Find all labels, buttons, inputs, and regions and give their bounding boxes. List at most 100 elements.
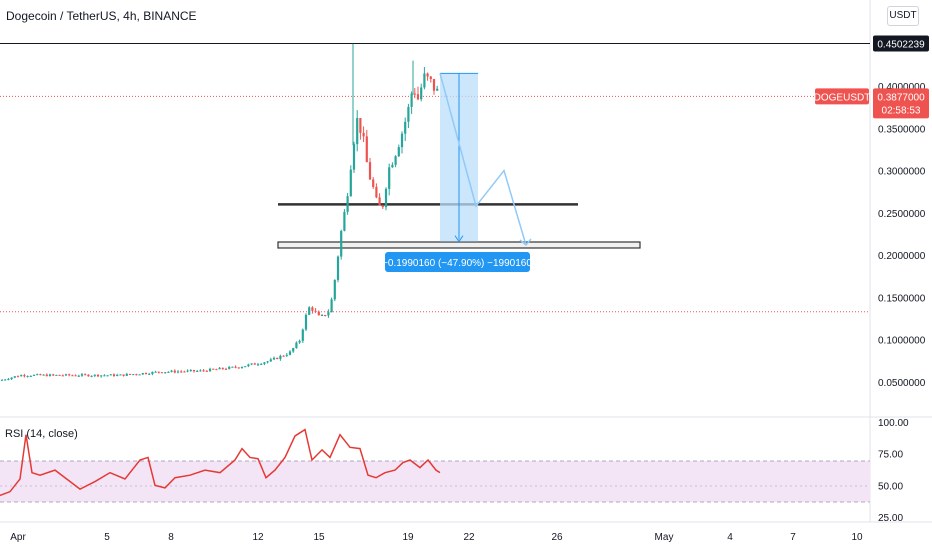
- measure-arrow-head: [454, 235, 464, 243]
- candle-body: [112, 374, 116, 376]
- high-price-badge: [873, 35, 929, 52]
- candle-body: [282, 355, 285, 357]
- candle-body: [260, 363, 263, 365]
- candle-body: [346, 196, 349, 212]
- time-axis-ticks: Apr 5 8 12 15 19 22 26 May 4 7 10: [10, 532, 863, 543]
- time-tick-label: 5: [104, 532, 110, 543]
- price-tick-label: 0.1500000: [878, 293, 926, 304]
- candle-body: [423, 73, 426, 88]
- projection-path[interactable]: [439, 73, 532, 247]
- time-tick-label: 12: [252, 532, 264, 543]
- candle-body: [253, 363, 256, 365]
- candle-body: [330, 299, 333, 313]
- candle-body: [189, 370, 192, 372]
- candle-body: [13, 376, 16, 378]
- candle-body: [292, 348, 295, 352]
- rsi-band: [0, 461, 870, 502]
- candle-body: [212, 368, 215, 370]
- candle-body: [404, 121, 407, 134]
- currency-button[interactable]: USDT: [887, 6, 919, 26]
- candle-body: [55, 374, 58, 376]
- candle-body: [26, 376, 29, 378]
- candle-body: [407, 106, 410, 122]
- candle-body: [84, 374, 87, 376]
- candle-body: [23, 375, 26, 377]
- rsi-tick-label: 75.00: [878, 450, 903, 461]
- candle-body: [87, 374, 90, 377]
- candle-body: [61, 375, 64, 377]
- candle-body: [58, 374, 61, 376]
- candle-body: [167, 371, 170, 373]
- candle-body: [106, 375, 109, 377]
- candle-body: [400, 133, 404, 148]
- candle-body: [410, 93, 413, 107]
- candle-body: [4, 379, 7, 381]
- candle-body: [208, 368, 212, 372]
- price-badges: 0.4502239 DOGEUSDT 0.3877000 02:58:53: [814, 35, 929, 119]
- candle-body: [247, 364, 250, 367]
- candle-body: [148, 373, 151, 375]
- price-tick-label: 0.3000000: [878, 167, 926, 178]
- candle-body: [308, 307, 311, 315]
- price-tick-label: 0.0500000: [878, 378, 926, 389]
- candle-body: [215, 369, 218, 371]
- candle-body: [119, 374, 122, 376]
- candle-body: [388, 167, 391, 189]
- candle-body: [132, 374, 135, 376]
- candle-body: [48, 374, 52, 377]
- candle-body: [135, 374, 138, 376]
- candle-body: [64, 374, 68, 376]
- candle-body: [199, 370, 202, 372]
- candle-body: [320, 315, 324, 317]
- rsi-tick-label: 100.00: [878, 418, 909, 429]
- candle-body: [192, 370, 196, 372]
- price-axis-ticks: 0.4000000 0.3500000 0.3000000 0.2500000 0.20…: [878, 82, 926, 389]
- candle-body: [375, 186, 378, 198]
- candle-body: [314, 310, 317, 312]
- time-tick-label: 19: [402, 532, 414, 543]
- time-tick-label: 7: [790, 532, 796, 543]
- candle-body: [90, 375, 93, 377]
- price-tick-label: 0.4000000: [878, 82, 926, 93]
- rsi-axis-ticks: 100.00 75.00 50.00 25.00: [878, 418, 909, 524]
- candle-body: [372, 179, 375, 187]
- candle-body: [298, 340, 301, 343]
- candle-body: [272, 357, 276, 360]
- candle-body: [228, 366, 231, 369]
- price-tick-label: 0.3500000: [878, 124, 926, 135]
- candle-body: [295, 342, 298, 349]
- candle-body: [234, 366, 237, 368]
- candle-body: [340, 230, 343, 257]
- symbol-badge: [815, 88, 869, 105]
- candle-body: [218, 367, 221, 370]
- time-tick-label: 15: [313, 532, 325, 543]
- candle-body: [173, 370, 176, 373]
- candle-body: [141, 373, 144, 375]
- candle-body: [317, 311, 320, 316]
- candle-body: [368, 162, 372, 180]
- time-tick-label: 26: [551, 532, 563, 543]
- candle-body: [240, 367, 244, 369]
- candle-body: [362, 132, 365, 137]
- high-price-label: 0.4502239: [877, 40, 925, 51]
- candle-body: [77, 375, 80, 377]
- candle-body: [311, 307, 314, 311]
- candle-body: [378, 197, 381, 206]
- candle-body: [93, 374, 96, 376]
- candle-body: [202, 370, 205, 372]
- rsi-tick-label: 25.00: [878, 513, 903, 524]
- candle-body: [365, 136, 368, 163]
- candle-body: [205, 370, 208, 372]
- candle-body: [426, 73, 429, 77]
- candle-body: [356, 118, 359, 145]
- measure-tool[interactable]: −0.1990160 (−47.90%) −1990160: [382, 72, 532, 272]
- candle-body: [186, 370, 189, 372]
- candle-body: [436, 88, 439, 91]
- time-tick-label: 8: [168, 532, 174, 543]
- candle-body: [125, 373, 128, 376]
- support-lower-box: [277, 241, 641, 249]
- candle-body: [381, 205, 384, 208]
- candle-body: [237, 367, 240, 369]
